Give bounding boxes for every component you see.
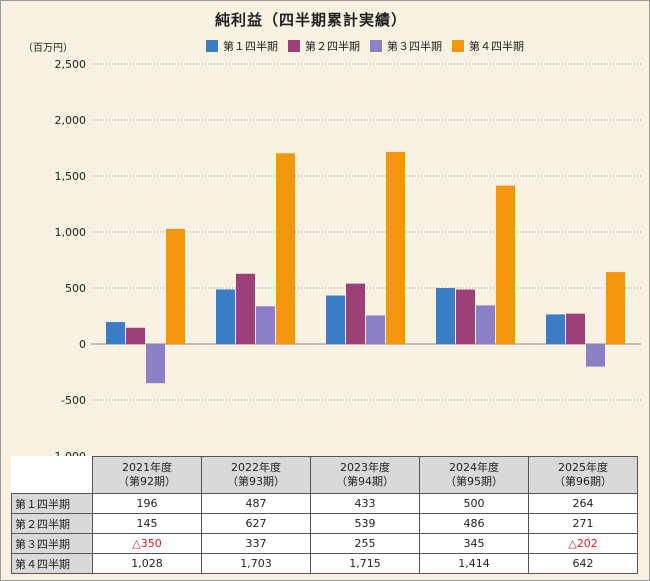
legend-item: 第１四半期 (206, 38, 278, 54)
table-cell: 196 (92, 493, 202, 514)
legend-label: 第４四半期 (469, 40, 524, 53)
legend-swatch (206, 40, 218, 52)
table-col-header: 2023年度 （第94期） (310, 456, 420, 494)
y-tick-label: 1,000 (55, 226, 87, 239)
table-cell: 642 (528, 553, 638, 574)
table-cell: 271 (528, 513, 638, 534)
legend-swatch (452, 40, 464, 52)
plot-area: 2,500 2,000 1,500 1,000 500 0 -500 -1,000 (51, 58, 641, 461)
y-tick-label: 0 (79, 338, 86, 351)
legend-label: 第１四半期 (223, 40, 278, 53)
bar (256, 306, 275, 344)
table-cell: 539 (310, 513, 420, 534)
bar (436, 288, 455, 344)
table-cell: 487 (201, 493, 311, 514)
bar (586, 344, 605, 367)
table-col-header: 2022年度 （第93期） (201, 456, 311, 494)
table-header-row: 2021年度 （第92期） 2022年度 （第93期） 2023年度 （第94期） 2… (12, 456, 638, 494)
table-cell: 345 (419, 533, 529, 554)
table-cell: 1,414 (419, 553, 529, 574)
legend-swatch (288, 40, 300, 52)
bar (126, 327, 145, 344)
data-table: 2021年度 （第92期） 2022年度 （第93期） 2023年度 （第94期） 2… (11, 456, 638, 574)
chart-title: 純利益（四半期累計実績） (214, 11, 407, 29)
table-cell: 433 (310, 493, 420, 514)
table-row: 第１四半期 196 487 433 500 264 (11, 493, 638, 514)
table-row: 第４四半期 1,028 1,703 1,715 1,414 642 (11, 553, 638, 574)
legend-item: 第２四半期 (288, 38, 360, 54)
legend-item: 第３四半期 (370, 38, 442, 54)
bar (496, 185, 515, 344)
bar (606, 272, 625, 344)
y-tick-label: 1,500 (55, 170, 87, 183)
bar (456, 289, 475, 344)
y-tick-label: 500 (65, 282, 86, 295)
y-tick-label: 2,000 (55, 114, 87, 127)
table-cell: 337 (201, 533, 311, 554)
legend-label: 第２四半期 (305, 40, 360, 53)
table-cell: 486 (419, 513, 529, 534)
table-row-header: 第２四半期 (11, 513, 93, 534)
table-cell: 1,715 (310, 553, 420, 574)
bar (386, 151, 405, 344)
bar (166, 228, 185, 344)
table-cell: 255 (310, 533, 420, 554)
table-row-header: 第４四半期 (11, 553, 93, 574)
bar (476, 305, 495, 344)
legend-label: 第３四半期 (387, 40, 442, 53)
unit-label: （百万円） (23, 43, 73, 54)
bar (366, 315, 385, 344)
y-tick-label: 2,500 (55, 58, 87, 71)
legend: 第１四半期 第２四半期 第３四半期 第４四半期 (206, 38, 524, 54)
table-cell: 627 (201, 513, 311, 534)
table-cell: 500 (419, 493, 529, 514)
table-cell: 145 (92, 513, 202, 534)
table-cell: 1,703 (201, 553, 311, 574)
bar (346, 283, 365, 344)
table-col-header: 2024年度 （第95期） (419, 456, 529, 494)
bar (106, 322, 125, 344)
bar (236, 273, 255, 344)
bar (146, 344, 165, 384)
legend-swatch (370, 40, 382, 52)
bar (216, 289, 235, 344)
legend-item: 第４四半期 (452, 38, 524, 54)
table-corner (12, 457, 93, 494)
table-row: 第３四半期 △350 337 255 345 △202 (11, 533, 638, 554)
table-cell: 264 (528, 493, 638, 514)
bar (546, 314, 565, 344)
table-col-header: 2021年度 （第92期） (92, 456, 202, 494)
table-row: 第２四半期 145 627 539 486 271 (11, 513, 638, 534)
y-tick-label: -1,000 (51, 450, 86, 461)
bar (566, 313, 585, 344)
table-row-header: 第３四半期 (11, 533, 93, 554)
bar (326, 295, 345, 344)
table-cell: △350 (92, 533, 202, 554)
table-row-header: 第１四半期 (11, 493, 93, 514)
bar (276, 153, 295, 344)
table-cell: △202 (528, 533, 638, 554)
table-col-header: 2025年度 （第96期） (528, 456, 638, 494)
y-tick-label: -500 (61, 394, 86, 407)
table-cell: 1,028 (92, 553, 202, 574)
